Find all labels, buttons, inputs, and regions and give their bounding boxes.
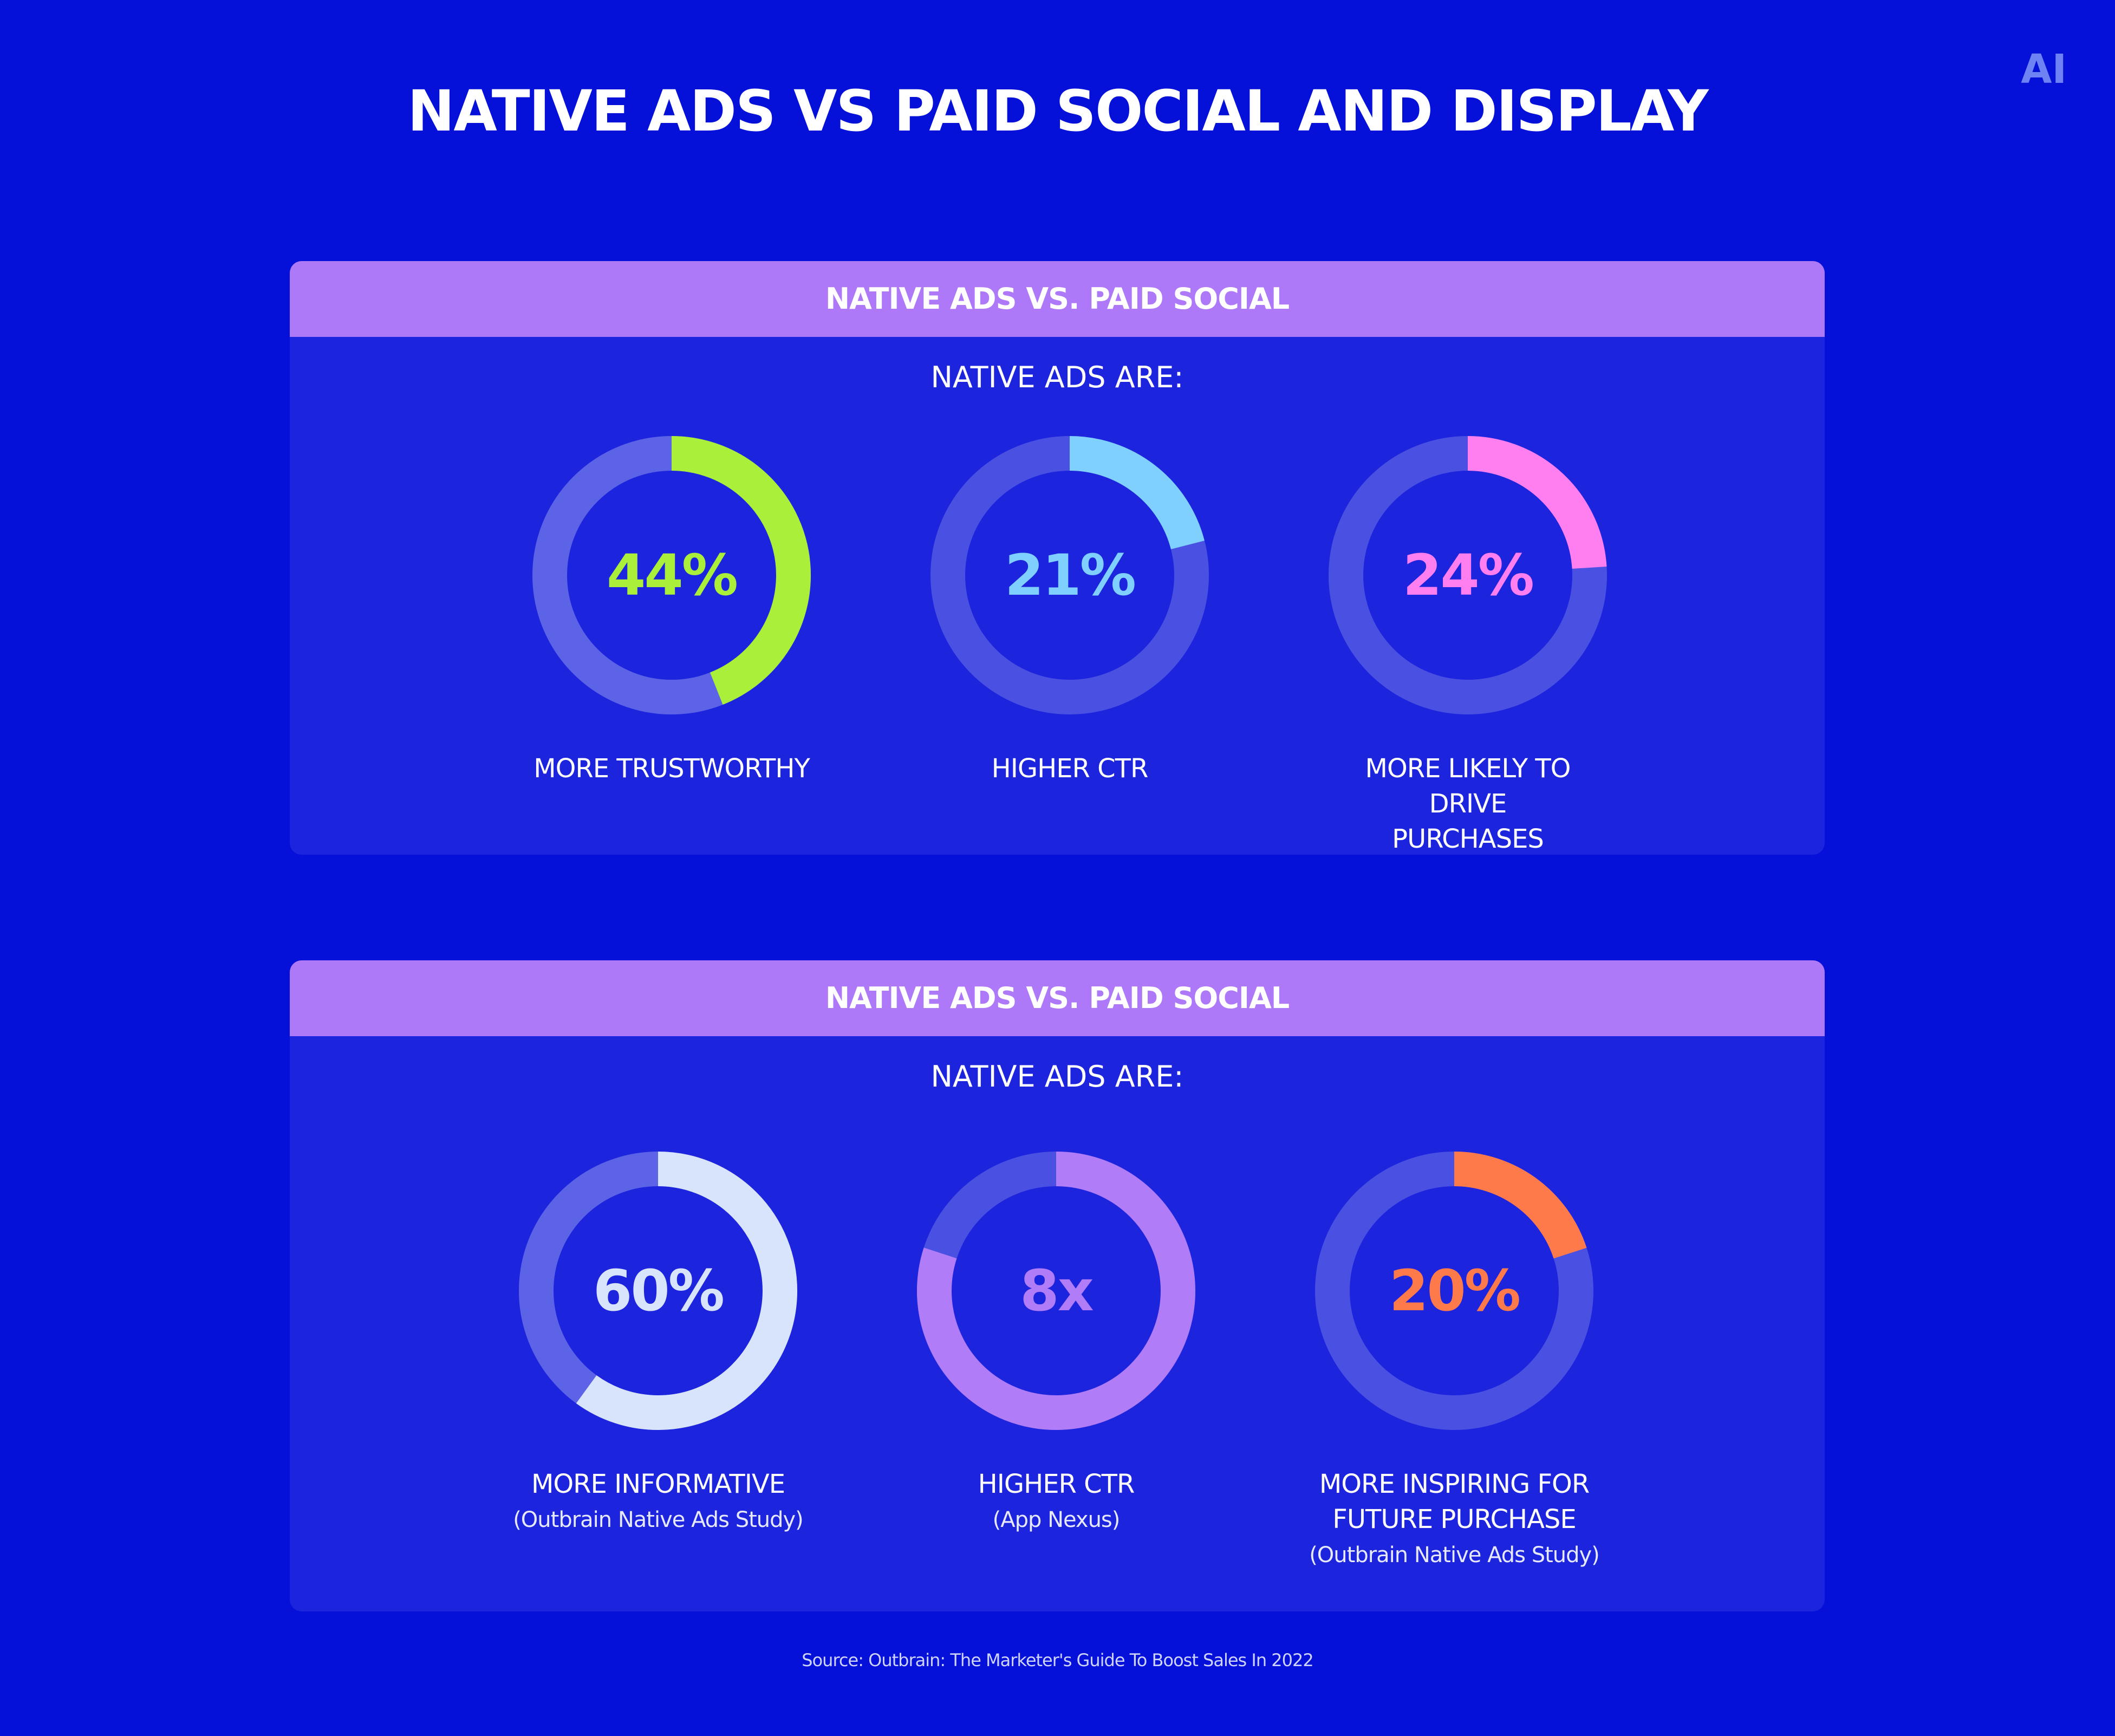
stat-label-block: HIGHER CTR (App Nexus)	[850, 1467, 1262, 1538]
donut-svg	[930, 436, 1209, 714]
stat-label-block: HIGHER CTR	[864, 751, 1275, 786]
stat-source-note: (Outbrain Native Ads Study)	[1309, 1543, 1600, 1568]
comparison-panel-2: NATIVE ADS VS. PAID SOCIAL NATIVE ADS AR…	[290, 960, 1825, 1611]
donut-svg	[1329, 436, 1607, 714]
donut-value: 21%	[1005, 542, 1136, 608]
panel-header: NATIVE ADS VS. PAID SOCIAL	[290, 261, 1825, 337]
donut-svg	[1315, 1152, 1593, 1430]
stat-source-note: (App Nexus)	[992, 1507, 1121, 1532]
donut-arc	[930, 436, 1209, 714]
donut-arc	[917, 1152, 1195, 1430]
donut-arc	[519, 1152, 797, 1430]
donut-value: 20%	[1389, 1258, 1521, 1324]
donut-value: 8x	[1020, 1258, 1094, 1324]
page-title: NATIVE ADS VS PAID SOCIAL AND DISPLAY	[407, 78, 1708, 144]
donut-chart-informative: 60%	[515, 1147, 802, 1434]
donut-arc	[532, 436, 811, 714]
stat-label: MORE INSPIRING FOR FUTURE PURCHASE	[1319, 1469, 1590, 1535]
stat-label-block: MORE INFORMATIVE (Outbrain Native Ads St…	[452, 1467, 864, 1538]
stat-label: MORE INFORMATIVE	[531, 1469, 785, 1499]
donut-chart-ctr-multiplier: 8x	[913, 1147, 1200, 1434]
donut-chart-purchases: 24%	[1324, 432, 1611, 719]
stat-label: HIGHER CTR	[978, 1469, 1135, 1499]
donut-chart-inspiring: 20%	[1311, 1147, 1598, 1434]
stat-label-block: MORE INSPIRING FOR FUTURE PURCHASE (Outb…	[1248, 1467, 1660, 1573]
donut-value: 60%	[593, 1258, 725, 1324]
donut-svg	[917, 1152, 1195, 1430]
donut-arc	[1315, 1152, 1593, 1430]
stat-label-block: MORE LIKELY TO DRIVE PURCHASES	[1270, 751, 1665, 855]
stat-source-note: (Outbrain Native Ads Study)	[513, 1507, 804, 1532]
brand-logo: AI	[2021, 46, 2067, 93]
source-citation: Source: Outbrain: The Marketer's Guide T…	[802, 1650, 1313, 1670]
stat-label: MORE LIKELY TO DRIVE PURCHASES	[1365, 753, 1571, 854]
donut-svg	[519, 1152, 797, 1430]
donut-value: 44%	[607, 542, 738, 608]
stat-label: MORE TRUSTWORTHY	[533, 753, 810, 784]
comparison-panel-1: NATIVE ADS VS. PAID SOCIAL NATIVE ADS AR…	[290, 261, 1825, 855]
stat-label: HIGHER CTR	[991, 753, 1149, 784]
panel-subheader: NATIVE ADS ARE:	[930, 1059, 1184, 1094]
donut-svg	[532, 436, 811, 714]
donut-value: 24%	[1403, 542, 1534, 608]
stat-label-block: MORE TRUSTWORTHY	[466, 751, 877, 786]
donut-chart-ctr: 21%	[926, 432, 1213, 719]
donut-arc	[1329, 436, 1607, 714]
panel-subheader: NATIVE ADS ARE:	[930, 360, 1184, 394]
donut-chart-trustworthy: 44%	[528, 432, 815, 719]
panel-header: NATIVE ADS VS. PAID SOCIAL	[290, 960, 1825, 1036]
